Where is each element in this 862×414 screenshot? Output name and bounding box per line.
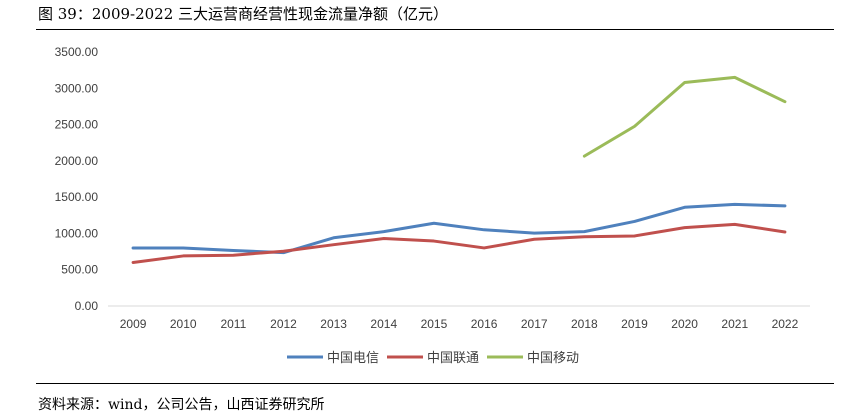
x-tick-label: 2015 <box>421 317 448 331</box>
series-line-2 <box>582 75 787 158</box>
bottom-rule <box>36 383 834 384</box>
x-tick-label: 2016 <box>471 317 498 331</box>
y-tick-label: 3500.00 <box>55 45 99 59</box>
x-tick-label: 2009 <box>120 317 147 331</box>
line-chart: 0.00 500.00 1000.00 1500.00 2000.00 2500.00 30… <box>55 45 810 366</box>
legend-label: 中国联通 <box>427 351 479 366</box>
legend-item-1: 中国联通 <box>387 351 479 366</box>
x-axis: 2009 2010 2011 2012 2013 2014 2015 2016 2017 2018… <box>108 305 810 331</box>
y-tick-label: 3000.00 <box>55 81 99 95</box>
y-tick-label: 1500.00 <box>55 190 99 204</box>
source-note: 资料来源：wind，公司公告，山西证券研究所 <box>38 397 325 413</box>
series-line-1 <box>131 222 787 264</box>
y-tick-label: 500.00 <box>61 263 98 277</box>
y-tick-label: 1000.00 <box>55 226 99 240</box>
x-tick-label: 2022 <box>772 317 799 331</box>
x-tick-label: 2013 <box>320 317 347 331</box>
figure-title: 图 39：2009-2022 三大运营商经营性现金流量净额（亿元） <box>38 5 449 23</box>
legend-label: 中国移动 <box>527 351 579 366</box>
x-tick-label: 2018 <box>571 317 598 331</box>
series-lines <box>131 75 787 264</box>
top-rule <box>36 29 834 30</box>
x-tick-label: 2021 <box>721 317 748 331</box>
legend-label: 中国电信 <box>327 351 379 366</box>
x-tick-label: 2014 <box>370 317 397 331</box>
y-tick-label: 0.00 <box>75 299 99 313</box>
x-tick-label: 2011 <box>220 317 246 331</box>
x-tick-label: 2019 <box>621 317 648 331</box>
legend-item-0: 中国电信 <box>287 351 379 366</box>
y-axis: 0.00 500.00 1000.00 1500.00 2000.00 2500.00 30… <box>55 45 99 313</box>
series-line-0 <box>131 202 787 255</box>
legend: 中国电信 中国联通 中国移动 <box>287 351 579 366</box>
legend-item-2: 中国移动 <box>487 351 579 366</box>
x-tick-label: 2012 <box>270 317 297 331</box>
x-tick-label: 2020 <box>671 317 698 331</box>
x-tick-label: 2017 <box>521 317 548 331</box>
x-tick-label: 2010 <box>170 317 197 331</box>
y-tick-label: 2500.00 <box>55 118 99 132</box>
y-tick-label: 2000.00 <box>55 154 99 168</box>
